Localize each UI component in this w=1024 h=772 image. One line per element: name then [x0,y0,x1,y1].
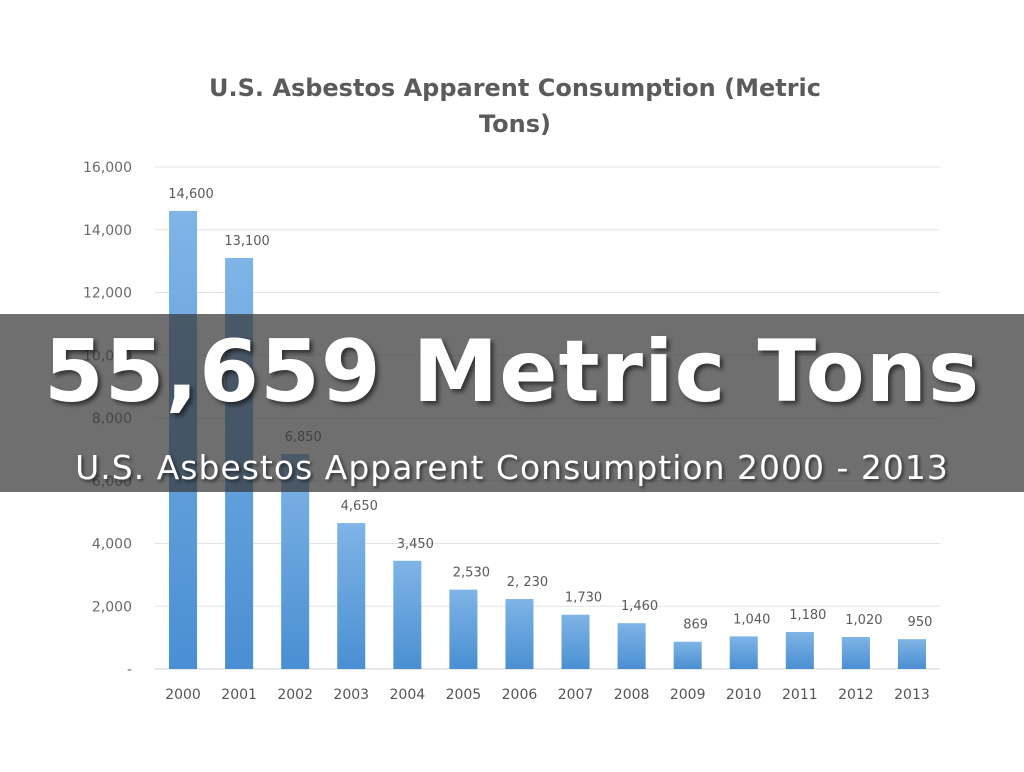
data-label-2001: 13,100 [224,234,270,249]
bar-2008 [617,623,646,669]
data-label-2008: 1,460 [621,599,658,614]
bar-2006 [505,599,534,669]
y-tick-label: 4,000 [92,537,132,553]
bar-2011 [785,631,814,669]
headline-subtitle: U.S. Asbestos Apparent Consumption 2000 … [75,448,949,487]
bar-2009 [673,641,702,669]
bar-2005 [449,589,478,669]
x-tick-label: 2013 [894,687,930,703]
x-tick-label: 2005 [446,687,482,703]
data-label-2004: 3,450 [397,537,434,552]
data-label-2007: 1,730 [565,591,602,606]
bar-2010 [729,636,758,669]
x-tick-label: 2002 [277,687,313,703]
data-label-2012: 1,020 [845,613,882,628]
data-label-2005: 2,530 [453,566,490,581]
data-label-2003: 4,650 [341,499,378,514]
data-label-2011: 1,180 [789,608,826,623]
chart-title: U.S. Asbestos Apparent Consumption (Metr… [209,74,821,138]
x-tick-label: 2004 [390,687,426,703]
bar-2013 [897,639,926,669]
data-label-2006: 2, 230 [507,575,548,590]
headline-banner [0,314,1024,492]
y-tick-label: 12,000 [83,286,132,302]
x-tick-label: 2000 [165,687,201,703]
x-tick-label: 2009 [670,687,706,703]
x-tick-label: 2011 [782,687,818,703]
y-tick-label: 14,000 [83,223,132,239]
data-label-2010: 1,040 [733,612,770,627]
x-tick-label: 2008 [614,687,650,703]
data-label-2009: 869 [683,618,708,633]
data-label-2000: 14,600 [168,187,214,202]
data-label-2013: 950 [908,615,933,630]
x-tick-label: 2006 [502,687,538,703]
y-tick-label: 2,000 [92,599,132,615]
bar-2003 [337,523,366,669]
bar-2012 [841,636,870,669]
bar-2004 [393,560,422,669]
y-tick-label: - [127,662,132,678]
y-tick-label: 16,000 [83,160,132,176]
x-tick-label: 2001 [221,687,257,703]
x-tick-label: 2007 [558,687,594,703]
x-tick-label: 2010 [726,687,762,703]
x-tick-label: 2003 [333,687,369,703]
bar-2007 [561,614,590,669]
headline-total: 55,659 Metric Tons [43,322,981,422]
x-tick-label: 2012 [838,687,874,703]
